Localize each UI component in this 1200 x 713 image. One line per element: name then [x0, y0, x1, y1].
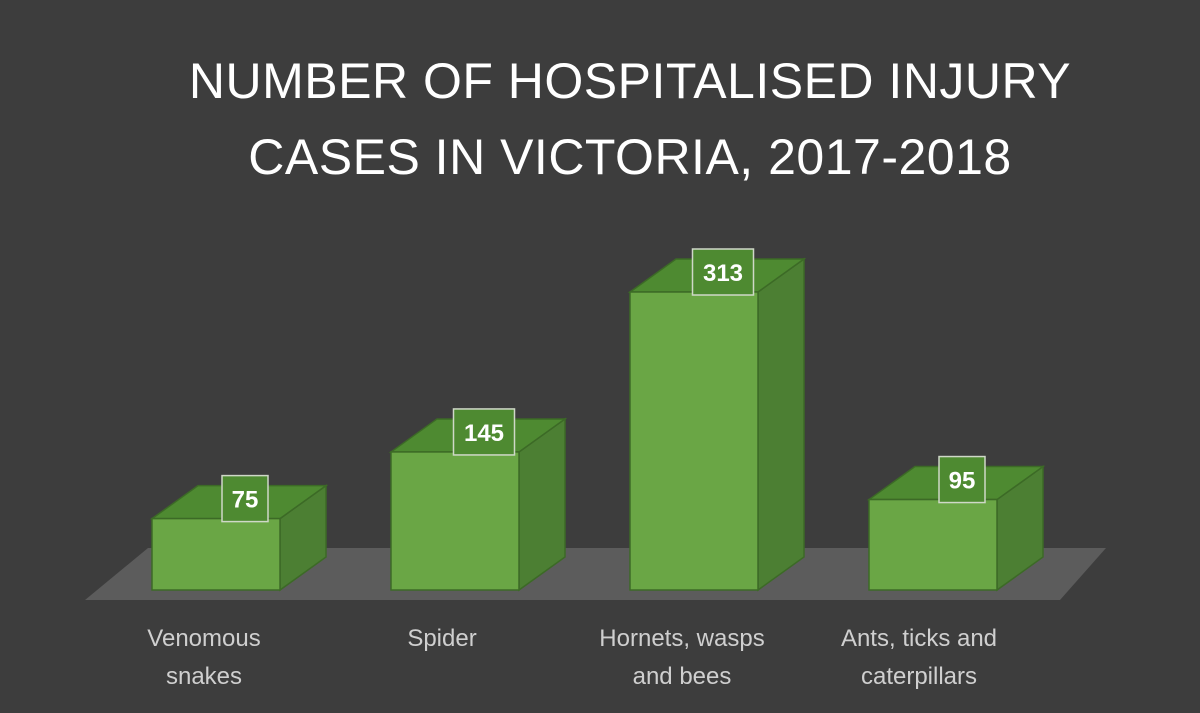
data-label-2: 313: [703, 260, 743, 287]
category-label-2-0: Hornets, wasps: [599, 625, 764, 652]
data-label-box-1: [452, 408, 516, 456]
data-label-0: 75: [232, 487, 259, 514]
category-label-1-0: Spider: [407, 625, 476, 652]
data-label-box-3: [938, 455, 986, 504]
bar-2: [629, 291, 759, 591]
chart-title-line-2: CASES IN VICTORIA, 2017-2018: [248, 129, 1012, 185]
category-label-2-1: and bees: [633, 663, 732, 690]
data-label-3: 95: [949, 468, 976, 495]
bar-0: [151, 517, 281, 591]
data-label-box-0: [221, 474, 269, 523]
category-label-0-1: snakes: [166, 663, 242, 690]
bar-side-2: [757, 257, 805, 592]
category-label-0-0: Venomous: [147, 625, 260, 652]
category-label-3-1: caterpillars: [861, 663, 977, 690]
chart-floor: [85, 548, 1106, 600]
category-label-3-0: Ants, ticks and: [841, 625, 997, 652]
data-label-1: 145: [464, 420, 504, 447]
bar-3: [868, 498, 998, 591]
bar-1: [390, 451, 520, 591]
chart-title-line-1: NUMBER OF HOSPITALISED INJURY: [188, 53, 1072, 109]
data-label-box-2: [691, 248, 755, 296]
